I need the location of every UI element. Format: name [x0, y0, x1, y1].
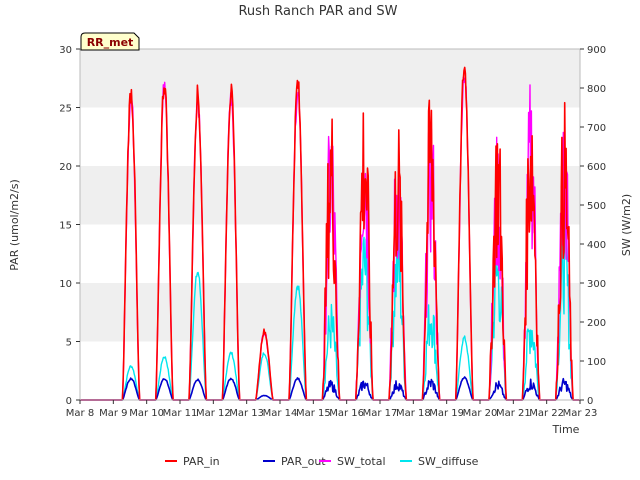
- legend-item-sw-total: SW_total: [319, 455, 386, 468]
- x-tick-label: Mar 20: [463, 408, 498, 419]
- y2-axis-ticks: 0 100 200 300 400 500 600 700 800 900: [580, 45, 606, 407]
- x-tick-label: Mar 10: [129, 408, 164, 419]
- x-tick-label: Mar 11: [163, 408, 198, 419]
- y2-tick-label: 0: [587, 396, 593, 407]
- station-badge: RR_met: [80, 32, 140, 51]
- legend-item-par-in: PAR_in: [165, 455, 220, 468]
- y2-tick-label: 200: [587, 318, 606, 329]
- y2-tick-label: 800: [587, 84, 606, 95]
- x-tick-label: Mar 23: [563, 408, 598, 419]
- y2-tick-label: 100: [587, 357, 606, 368]
- x-tick-label: Mar 13: [229, 408, 264, 419]
- x-tick-label: Mar 17: [363, 408, 398, 419]
- y-axis-label: PAR (umol/m2/s): [8, 179, 21, 271]
- legend-label: SW_diffuse: [418, 455, 479, 468]
- legend-label: PAR_out: [281, 455, 326, 468]
- x-tick-label: Mar 19: [429, 408, 464, 419]
- y-tick-label: 15: [59, 221, 72, 232]
- y-tick-label: 10: [59, 279, 72, 290]
- y-tick-label: 30: [59, 45, 72, 56]
- legend-label: PAR_in: [183, 455, 220, 468]
- y-tick-label: 5: [66, 338, 72, 349]
- legend: PAR_in PAR_out SW_total SW_diffuse: [165, 455, 479, 468]
- y2-tick-label: 500: [587, 201, 606, 212]
- y2-tick-label: 400: [587, 240, 606, 251]
- chart-title: Rush Ranch PAR and SW: [238, 4, 397, 19]
- x-tick-label: Mar 9: [99, 408, 127, 419]
- y2-tick-label: 300: [587, 279, 606, 290]
- legend-label: SW_total: [337, 455, 386, 468]
- x-tick-label: Mar 12: [196, 408, 231, 419]
- x-tick-label: Mar 16: [329, 408, 364, 419]
- y2-tick-label: 600: [587, 162, 606, 173]
- x-axis-label: Time: [552, 423, 580, 436]
- legend-item-par-out: PAR_out: [263, 455, 326, 468]
- y-tick-label: 25: [59, 104, 72, 115]
- y-tick-label: 0: [66, 396, 72, 407]
- x-tick-label: Mar 21: [496, 408, 531, 419]
- grid-band: [80, 49, 580, 108]
- y2-tick-label: 900: [587, 45, 606, 56]
- y2-tick-label: 700: [587, 123, 606, 134]
- y-axis-ticks: 0 5 10 15 20 25 30: [59, 45, 80, 407]
- y-tick-label: 20: [59, 162, 72, 173]
- x-tick-label: Mar 8: [66, 408, 94, 419]
- y2-axis-label: SW (W/m2): [620, 194, 633, 256]
- legend-item-sw-diffuse: SW_diffuse: [400, 455, 479, 468]
- x-tick-label: Mar 18: [396, 408, 431, 419]
- x-tick-label: Mar 22: [529, 408, 564, 419]
- x-tick-label: Mar 14: [263, 408, 298, 419]
- x-tick-label: Mar 15: [296, 408, 331, 419]
- station-label: RR_met: [87, 36, 134, 49]
